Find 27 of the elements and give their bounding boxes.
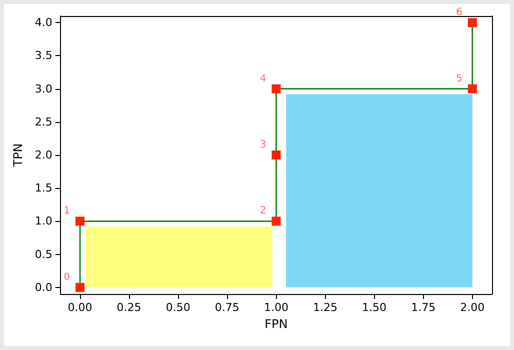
- y-tick-label: 2.0: [34, 148, 52, 162]
- x-tick-label: 0.75: [214, 301, 240, 314]
- x-axis-title: FPN: [264, 317, 288, 331]
- x-tick-label: 2.00: [460, 301, 485, 314]
- y-tick-label: 1.0: [34, 214, 52, 228]
- annotation: 6: [456, 7, 462, 18]
- x-tick-label: 0.50: [166, 301, 190, 314]
- x-tick-label: 1.00: [264, 301, 288, 314]
- y-tick-label: 4.0: [34, 16, 52, 30]
- y-tick-label: 1.5: [34, 182, 52, 195]
- annotation: 2: [260, 206, 266, 217]
- x-tick-label: 1.50: [362, 301, 387, 314]
- annotation: 4: [260, 73, 266, 84]
- x-tick-label: 1.25: [312, 301, 338, 314]
- annotation: 5: [456, 73, 462, 84]
- y-tick-label: 0.5: [34, 248, 52, 261]
- annotation: 1: [64, 206, 70, 217]
- annotation: 3: [260, 140, 266, 150]
- y-axis-title: TPN: [11, 143, 25, 168]
- x-tick-label: 0.00: [68, 301, 92, 314]
- x-tick-label: 0.25: [116, 301, 142, 314]
- annotation: 0: [64, 272, 70, 283]
- y-tick-label: 3.0: [34, 82, 52, 96]
- y-tick-label: 3.5: [34, 49, 52, 62]
- x-tick-label: 1.75: [411, 301, 436, 314]
- y-tick-label: 0.0: [34, 280, 52, 294]
- y-tick-label: 2.5: [34, 115, 52, 128]
